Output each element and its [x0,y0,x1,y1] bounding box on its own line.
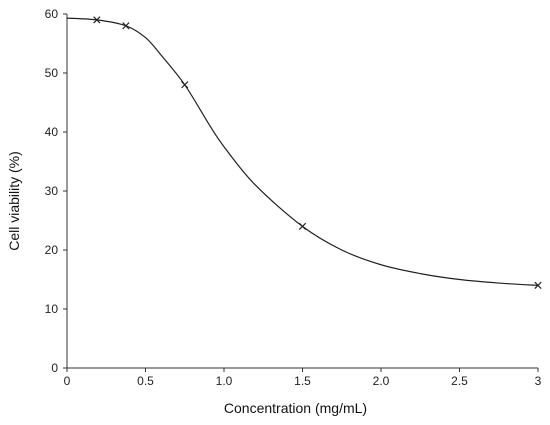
series-markers [93,16,542,290]
y-tick-label: 30 [45,184,59,198]
series-line [66,17,539,286]
y-tick-label: 50 [45,66,59,80]
data-point-marker [122,22,130,30]
data-point-marker [181,81,189,89]
data-point-marker [298,222,307,231]
x-tick-label: 0.5 [137,374,154,388]
x-tick-label: 2.0 [373,374,390,388]
x-tick-label: 2.5 [451,374,468,388]
y-tick-label: 10 [45,302,59,316]
data-point-marker [93,16,101,24]
x-ticks: 0 0.5 1.0 1.5 2.0 2.5 3 [64,368,542,388]
y-axis-title: Cell viability (%) [6,151,22,251]
data-point-marker [534,281,542,290]
x-tick-label: 1.0 [216,374,233,388]
y-tick-label: 40 [45,125,59,139]
y-ticks: 0 10 20 30 40 50 60 [45,7,67,375]
y-tick-label: 60 [45,7,59,21]
y-tick-label: 0 [51,361,58,375]
x-axis-title: Concentration (mg/mL) [224,400,367,416]
x-tick-label: 3 [535,374,542,388]
x-tick-label: 1.5 [294,374,311,388]
x-tick-label: 0 [64,374,71,388]
y-tick-label: 20 [45,243,59,257]
plot-area: 0 10 20 30 40 50 60 0 0.5 1.0 1.5 2.0 2.5 3 [45,7,542,388]
